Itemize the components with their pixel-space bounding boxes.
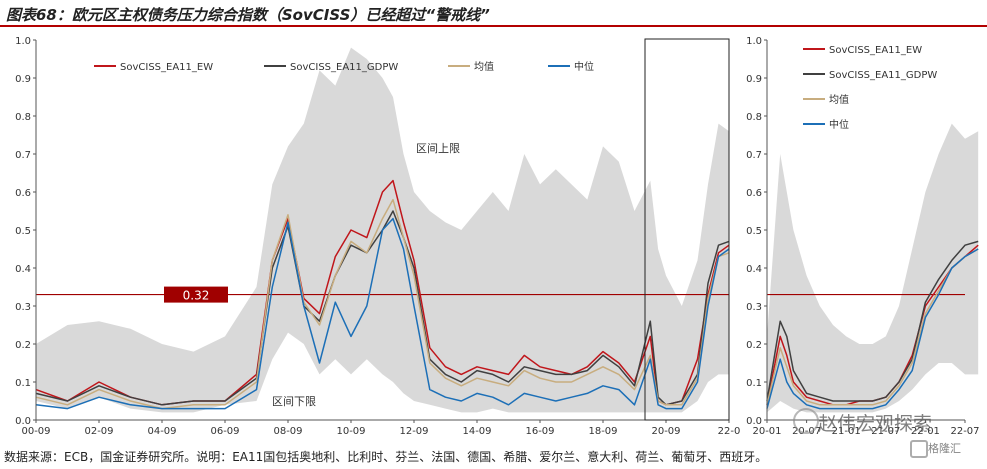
y-tick-label: 0.0 xyxy=(746,416,762,427)
source-note: 数据来源：ECB，国金证券研究所。说明：EA11国包括奥地利、比利时、芬兰、法国… xyxy=(4,450,768,464)
y-tick-label: 0.8 xyxy=(746,112,762,123)
x-tick-label: 10-09 xyxy=(336,426,365,437)
band-lower-label: 区间下限 xyxy=(272,395,316,408)
legend: SovCISS_EA11_EW SovCISS_EA11_GDPW 均值 中位 xyxy=(94,60,594,73)
legend-label: SovCISS_EA11_EW xyxy=(120,62,213,73)
main-chart-panel: 0.32 0.0 0.1 0.2 0.3 0.4 0.5 0.6 0.7 0.8 0.9 1.0 00… xyxy=(15,36,740,437)
y-tick-label: 1.0 xyxy=(15,36,31,47)
x-tick-label: 22-0 xyxy=(718,426,741,437)
y-tick-label: 0.7 xyxy=(15,150,31,161)
chart-title: 图表68：欧元区主权债务压力综合指数（SovCISS）已经超过“警戒线” xyxy=(6,6,490,24)
highlight-rect xyxy=(644,38,730,421)
brand-logo-icon xyxy=(910,440,928,458)
chart-figure: 0.32 0.0 0.1 0.2 0.3 0.4 0.5 0.6 0.7 0.8 0.9 1.0 00… xyxy=(15,36,979,437)
zoom-highlight-box xyxy=(644,38,730,421)
y-tick-label: 0.2 xyxy=(15,340,31,351)
x-tick-label: 22-07 xyxy=(950,426,979,437)
y-tick-label: 0.1 xyxy=(746,378,762,389)
y-tick-label: 0.7 xyxy=(746,150,762,161)
x-tick-label: 22-01 xyxy=(911,426,940,437)
x-tick-label: 02-09 xyxy=(84,426,113,437)
y-tick-label: 0.3 xyxy=(15,302,31,313)
band-area xyxy=(767,123,979,413)
y-tick-label: 0.5 xyxy=(15,226,31,237)
x-tick-label: 16-09 xyxy=(525,426,554,437)
series-line-3 xyxy=(35,217,730,410)
series-line-3 xyxy=(766,248,979,410)
x-tick-label: 04-09 xyxy=(147,426,176,437)
x-tick-label: 12-09 xyxy=(399,426,428,437)
x-tick-label: 20-01 xyxy=(752,426,781,437)
y-tick-label: 1.0 xyxy=(746,36,762,47)
y-tick-label: 0.4 xyxy=(15,264,31,275)
x-tick-label: 18-09 xyxy=(588,426,617,437)
y-tick-label: 0.0 xyxy=(15,416,31,427)
legend-label: SovCISS_EA11_GDPW xyxy=(290,62,398,73)
zoom-chart-panel: 0.00.10.20.30.40.50.60.70.80.91.020-01 20… xyxy=(746,36,979,437)
axes-zoom: 0.00.10.20.30.40.50.60.70.80.91.020-01 20… xyxy=(746,36,979,437)
threshold-line: 0.32 xyxy=(36,286,729,303)
x-tick-label: 08-09 xyxy=(273,426,302,437)
legend-label: SovCISS_EA11_EW xyxy=(829,45,922,56)
axes: 0.0 0.1 0.2 0.3 0.4 0.5 0.6 0.7 0.8 0.9 1.0 00-09 02… xyxy=(15,36,740,437)
series-line-1 xyxy=(766,240,979,402)
legend-label: 中位 xyxy=(829,118,849,131)
range-band-zoom xyxy=(767,123,979,413)
x-tick-label: 00-09 xyxy=(21,426,50,437)
title-rule xyxy=(0,25,987,27)
band-upper-label: 区间上限 xyxy=(416,142,460,155)
y-tick-label: 0.4 xyxy=(746,264,762,275)
y-tick-label: 0.5 xyxy=(746,226,762,237)
threshold-value-label: 0.32 xyxy=(183,289,210,303)
series-line-2 xyxy=(766,248,979,406)
y-tick-label: 0.3 xyxy=(746,302,762,313)
x-tick-label: 20-09 xyxy=(651,426,680,437)
x-tick-label: 21-07 xyxy=(871,426,900,437)
threshold-value-box xyxy=(164,286,228,303)
watermark-icon xyxy=(793,408,819,434)
y-tick-label: 0.8 xyxy=(15,112,31,123)
x-tick-label: 14-09 xyxy=(462,426,491,437)
series-lines xyxy=(35,179,730,410)
y-tick-label: 0.6 xyxy=(746,188,762,199)
y-tick-label: 0.9 xyxy=(15,74,31,85)
x-tick-label: 21-01 xyxy=(832,426,861,437)
legend-label: SovCISS_EA11_GDPW xyxy=(829,70,937,81)
series-lines-zoom xyxy=(766,240,979,410)
legend-label: 均值 xyxy=(474,60,494,73)
brand-text: 格隆汇 xyxy=(928,442,961,455)
series-line-0 xyxy=(35,179,730,406)
y-tick-label: 0.1 xyxy=(15,378,31,389)
watermark-text: 赵伟宏观探索 xyxy=(818,413,933,435)
legend-label: 中位 xyxy=(574,60,594,73)
series-line-1 xyxy=(35,210,730,406)
y-tick-label: 0.6 xyxy=(15,188,31,199)
legend-label: 均值 xyxy=(829,93,849,106)
x-tick-label: 06-09 xyxy=(210,426,239,437)
y-tick-label: 0.9 xyxy=(746,74,762,85)
y-tick-label: 0.2 xyxy=(746,340,762,351)
